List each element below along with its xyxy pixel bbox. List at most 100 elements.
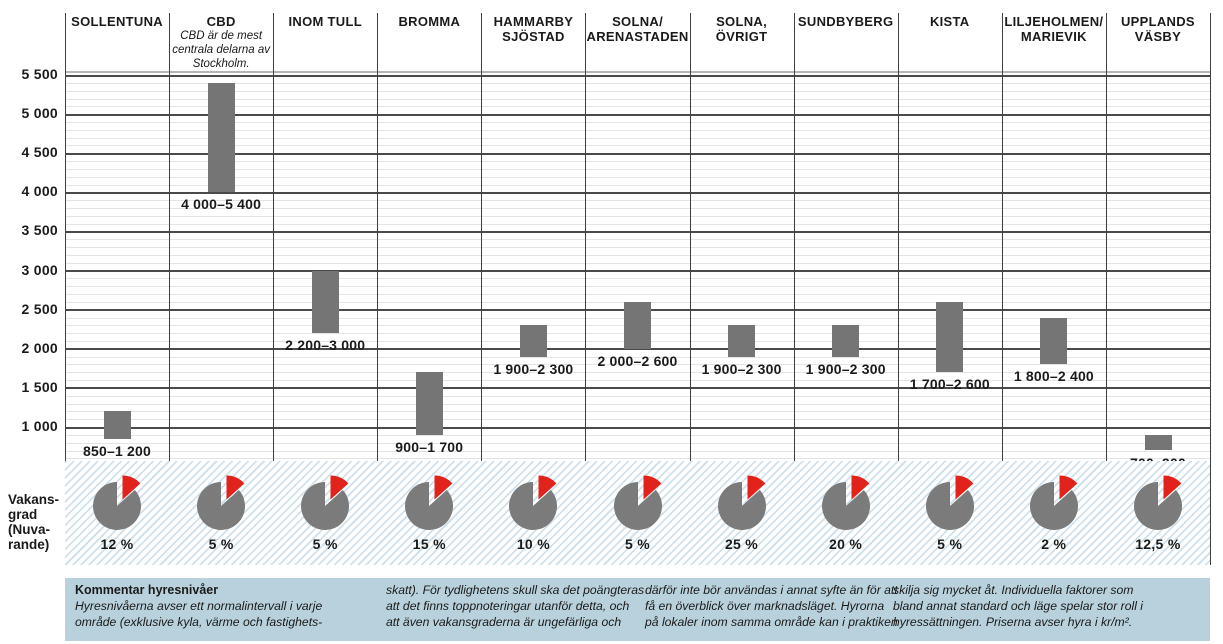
rent-range-label: 2 200–3 000 [285,337,366,354]
gridline-minor [65,458,1210,460]
column-separator [897,13,899,565]
gridline-minor [65,247,1210,249]
rent-range-bar [832,325,860,357]
rent-range-label: 1 900–2 300 [805,360,886,377]
vacancy-row-label-line: Vakans- [8,492,60,507]
pie-body [613,482,662,530]
vacancy-pie-chart [1029,475,1078,530]
gridline-minor [65,137,1210,139]
column-header-line: MARIEVIK [1020,29,1087,45]
gridline-minor [65,372,1210,374]
comment-text-line: få en överblick över marknadsläget. Hyro… [645,599,885,613]
pie-body [509,482,558,530]
vacancy-percent-label: 5 % [937,536,963,552]
vacancy-pie-chart [925,475,974,530]
gridline-minor [65,184,1210,186]
pie-exploded-wedge [538,475,557,500]
gridline-minor [65,434,1210,436]
pie-exploded-wedge [434,475,453,500]
rent-range-label: 1 900–2 300 [493,360,574,377]
y-axis-tick-label: 5 500 [21,66,58,82]
vacancy-percent-label: 5 % [312,536,338,552]
column-header: KISTA [899,14,1001,29]
column-header: SUNDBYBERG [795,14,897,29]
column-header-line: HAMMARBY [493,14,574,29]
gridline-major [65,74,1210,77]
gridline-minor [65,411,1210,413]
column-header: SOLNA, ÖVRIGT [691,14,793,45]
column-header-line: SJÖSTAD [502,29,565,45]
comment-text-line: skilja sig mycket åt. Individuella fakto… [893,583,1134,597]
gridline-major [65,387,1210,390]
chart-top-border [65,71,1210,73]
comment-text-line: skatt). För tydlighetens skull ska det p… [386,583,645,597]
gridline-minor [65,262,1210,264]
column-separator [689,13,691,565]
gridline-major [65,230,1210,233]
rent-range-label: 2 000–2 600 [597,352,678,369]
gridline-minor [65,208,1210,209]
y-axis-tick-label: 2 000 [21,339,58,356]
gridline-minor [65,90,1210,92]
comment-heading: Kommentar hyresnivåer [75,583,219,597]
column-header-line: KISTA [929,14,970,29]
y-axis-tick-label: 3 500 [21,222,58,239]
rent-range-bar [519,325,547,357]
vacancy-pie-chart [93,475,142,530]
gridline-minor [65,161,1210,162]
pie-exploded-wedge [122,475,141,500]
column-header-line: LILJEHOLMEN/ [1004,14,1104,29]
pie-body [925,482,974,530]
column-separator [65,13,66,565]
gridline-minor [65,294,1210,295]
vacancy-percent-label: 25 % [724,536,759,552]
column-separator [585,13,587,565]
vacancy-percent-label: 5 % [624,536,651,552]
rent-range-label: 850–1 200 [83,442,151,459]
y-axis-tick-label: 4 500 [21,144,58,161]
column-header: INOM TULL [274,14,376,29]
gridline-minor [65,82,1210,84]
gridline-major [65,152,1210,155]
rent-range-bar [624,301,651,349]
gridline-minor [65,200,1210,202]
vacancy-pie-chart [717,475,766,530]
column-header: CBD CBD är de mest centrala delarna av St… [170,14,272,72]
vacancy-percent-label: 10 % [516,536,550,552]
pie-exploded-wedge [643,475,661,500]
pie-body [717,482,766,530]
vacancy-pie-chart [509,475,558,530]
pie-body [821,482,870,530]
rent-range-label: 4 000–5 400 [181,196,262,213]
gridline-major [65,191,1210,194]
column-separator [169,13,171,565]
gridline-minor [65,403,1210,405]
column-header: HAMMARBY SJÖSTAD [482,14,584,45]
comment-text-line: Hyresnivåerna avser ett normalintervall … [75,599,323,613]
column-header-line: ARENASTADEN [586,29,689,45]
vacancy-percent-label: 12,5 % [1135,536,1181,552]
comment-text-line: bland annat standard och läge spelar sto… [893,599,1143,613]
gridline-minor [65,395,1210,397]
column-header: SOLLENTUNA [66,14,168,29]
y-axis-tick-label: 4 000 [21,183,58,200]
column-header-line: SUNDBYBERG [797,14,894,29]
column-header-line: VÄSBY [1134,29,1182,45]
gridline-major [65,348,1210,351]
gridline-minor [65,145,1210,147]
pie-body [1029,482,1078,530]
vacancy-pie-chart [405,475,454,530]
gridline-minor [65,98,1210,100]
column-header-line: SOLNA, [716,14,767,29]
rent-range-bar [728,325,756,357]
rent-range-label: 1 700–2 600 [909,376,990,393]
comment-text-line: att det finns toppnoteringar utanför det… [386,599,630,613]
gridline-major [65,426,1210,429]
rent-range-label: 1 900–2 300 [701,360,782,377]
vacancy-percent-label: 5 % [208,536,234,552]
column-header-line: UPPLANDS [1120,14,1195,29]
gridline-minor [65,223,1210,225]
comment-text-line: att även vakansgraderna är ungefärliga o… [386,615,622,629]
y-axis-tick-label: 1 000 [21,418,58,434]
